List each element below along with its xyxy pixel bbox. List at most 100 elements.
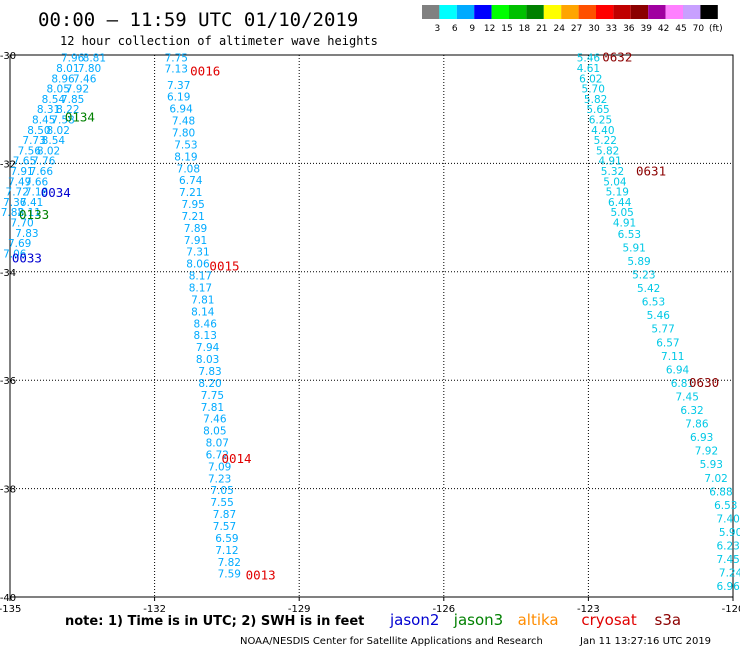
colorbar-label: 24 <box>553 24 565 34</box>
wave-height-label: 7.46 <box>203 414 227 426</box>
wave-height-label: 7.69 <box>8 238 31 250</box>
wave-height-label: 7.12 <box>215 545 238 557</box>
pass-label: 0015 <box>209 258 239 273</box>
y-tick-label: -40 <box>0 593 16 604</box>
colorbar-swatch <box>596 5 614 19</box>
pass-label: 0134 <box>65 109 95 124</box>
wave-height-label: 6.59 <box>215 533 238 545</box>
wave-height-label: 6.32 <box>680 405 703 417</box>
wave-height-label: 6.19 <box>167 92 190 104</box>
wave-height-label: 7.70 <box>10 217 33 229</box>
grid-lines <box>10 55 733 597</box>
chart-title: 00:00 – 11:59 UTC 01/10/2019 <box>38 9 358 31</box>
axis-frame <box>9 54 734 598</box>
wave-height-label: 5.19 <box>606 187 629 199</box>
wave-height-label: 5.91 <box>622 242 645 254</box>
wave-height-label: 8.31 <box>37 104 60 116</box>
colorbar-label: (ft) <box>709 24 723 34</box>
wave-height-label: 8.05 <box>47 84 70 96</box>
wave-height-label: 7.80 <box>172 128 195 140</box>
colorbar-swatch <box>561 5 579 19</box>
wave-height-label: 6.53 <box>618 229 641 241</box>
colorbar-label: 30 <box>588 24 600 34</box>
wave-height-label: 7.49 <box>8 176 31 188</box>
wave-height-label: 8.14 <box>191 306 215 318</box>
wave-height-label: 7.72 <box>6 187 29 199</box>
colorbar-label: 9 <box>469 24 475 34</box>
wave-height-label: 8.17 <box>189 283 212 295</box>
wave-height-label: 8.17 <box>189 271 212 283</box>
wave-height-label: 6.53 <box>642 297 665 309</box>
colorbar-label: 36 <box>623 24 635 34</box>
wave-height-label: 5.90 <box>719 527 740 539</box>
plot-area: -135 -132 -129 -126 -123 -120 -30 -32 -34 -36 -38… <box>0 50 740 615</box>
wave-height-label: 6.93 <box>690 432 713 444</box>
colorbar-swatch <box>578 5 596 19</box>
wave-height-label: 8.54 <box>42 135 66 147</box>
wave-height-label: 7.66 <box>30 166 54 178</box>
colorbar-swatch <box>630 5 649 19</box>
colorbar-label: 18 <box>519 24 531 34</box>
chart-subtitle: 12 hour collection of altimeter wave hei… <box>60 34 378 48</box>
wave-height-label: 5.82 <box>584 94 607 106</box>
wave-height-label: 7.65 <box>13 156 36 168</box>
wave-height-label: 5.32 <box>601 166 624 178</box>
wave-height-label: 7.83 <box>15 228 38 240</box>
wave-height-label: 7.02 <box>704 473 727 485</box>
wave-height-label: 6.53 <box>714 500 737 512</box>
colorbar-label: 21 <box>536 24 547 34</box>
wave-height-label: 6.72 <box>206 449 229 461</box>
x-tick-label: -129 <box>288 604 311 615</box>
pass-label: 0034 <box>41 185 71 200</box>
wave-height-label: 4.91 <box>598 156 621 168</box>
colorbar-swatch <box>439 5 457 19</box>
colorbar-swatch <box>491 5 509 19</box>
satellite-legend: jason2 jason3 altika cryosat s3a <box>389 611 681 629</box>
wave-height-label: 6.94 <box>666 364 690 376</box>
y-tick-label: -38 <box>0 485 16 496</box>
wave-height-label: 7.96 <box>61 53 85 65</box>
colorbar-label: 3 <box>435 24 441 34</box>
pass-label: 0013 <box>246 567 276 582</box>
colorbar-label: 27 <box>571 24 582 34</box>
wave-height-label: 7.75 <box>201 390 224 402</box>
wave-height-label: 7.75 <box>165 53 188 65</box>
wave-height-label: 5.42 <box>637 283 660 295</box>
wave-height-label: 8.19 <box>174 151 197 163</box>
wave-height-label: 7.23 <box>208 473 231 485</box>
colorbar-label: 15 <box>501 24 512 34</box>
colorbar-swatch <box>526 5 544 19</box>
wave-height-label: 8.81 <box>83 53 106 65</box>
wave-height-label: 5.22 <box>594 135 617 147</box>
legend-cryosat: cryosat <box>581 611 636 629</box>
legend-altika: altika <box>518 611 559 629</box>
footer-timestamp: Jan 11 13:27:16 UTC 2019 <box>579 636 711 647</box>
wave-height-label: 7.18 <box>25 187 48 199</box>
x-tick-label: -126 <box>432 604 455 615</box>
colorbar-swatch <box>456 5 475 19</box>
wave-height-label: 7.81 <box>191 294 214 306</box>
wave-height-label: 6.57 <box>656 337 679 349</box>
wave-height-label: 7.92 <box>66 84 89 96</box>
colorbar: 3 6 9 12 15 18 21 24 27 30 33 36 39 42 45 70 (ft) <box>422 5 723 34</box>
pass-label: 0033 <box>12 250 42 265</box>
colorbar-label: 12 <box>484 24 495 34</box>
wave-height-label: 7.53 <box>174 139 197 151</box>
wave-height-label: 7.24 <box>719 568 740 580</box>
wave-height-label: 8.96 <box>51 73 75 85</box>
wave-height-label: 7.92 <box>695 446 718 458</box>
wave-height-label: 8.02 <box>47 125 70 137</box>
colorbar-label: 42 <box>658 24 669 34</box>
wave-height-label: 7.76 <box>32 156 56 168</box>
wave-height-label: 5.93 <box>700 459 723 471</box>
wave-height-label: 8.22 <box>56 104 79 116</box>
colorbar-swatch <box>648 5 666 19</box>
legend-jason2: jason2 <box>389 611 439 629</box>
wave-height-label: 8.01 <box>56 63 79 75</box>
wave-height-label: 5.46 <box>647 310 671 322</box>
legend-jason3: jason3 <box>453 611 503 629</box>
wave-height-label: 7.80 <box>78 63 101 75</box>
wave-height-label: 6.74 <box>179 175 203 187</box>
pass-labels: 0134 0034 0133 0033 0016 0015 0014 0013 0632 0631… <box>12 50 719 583</box>
wave-height-label: 8.05 <box>203 426 226 438</box>
